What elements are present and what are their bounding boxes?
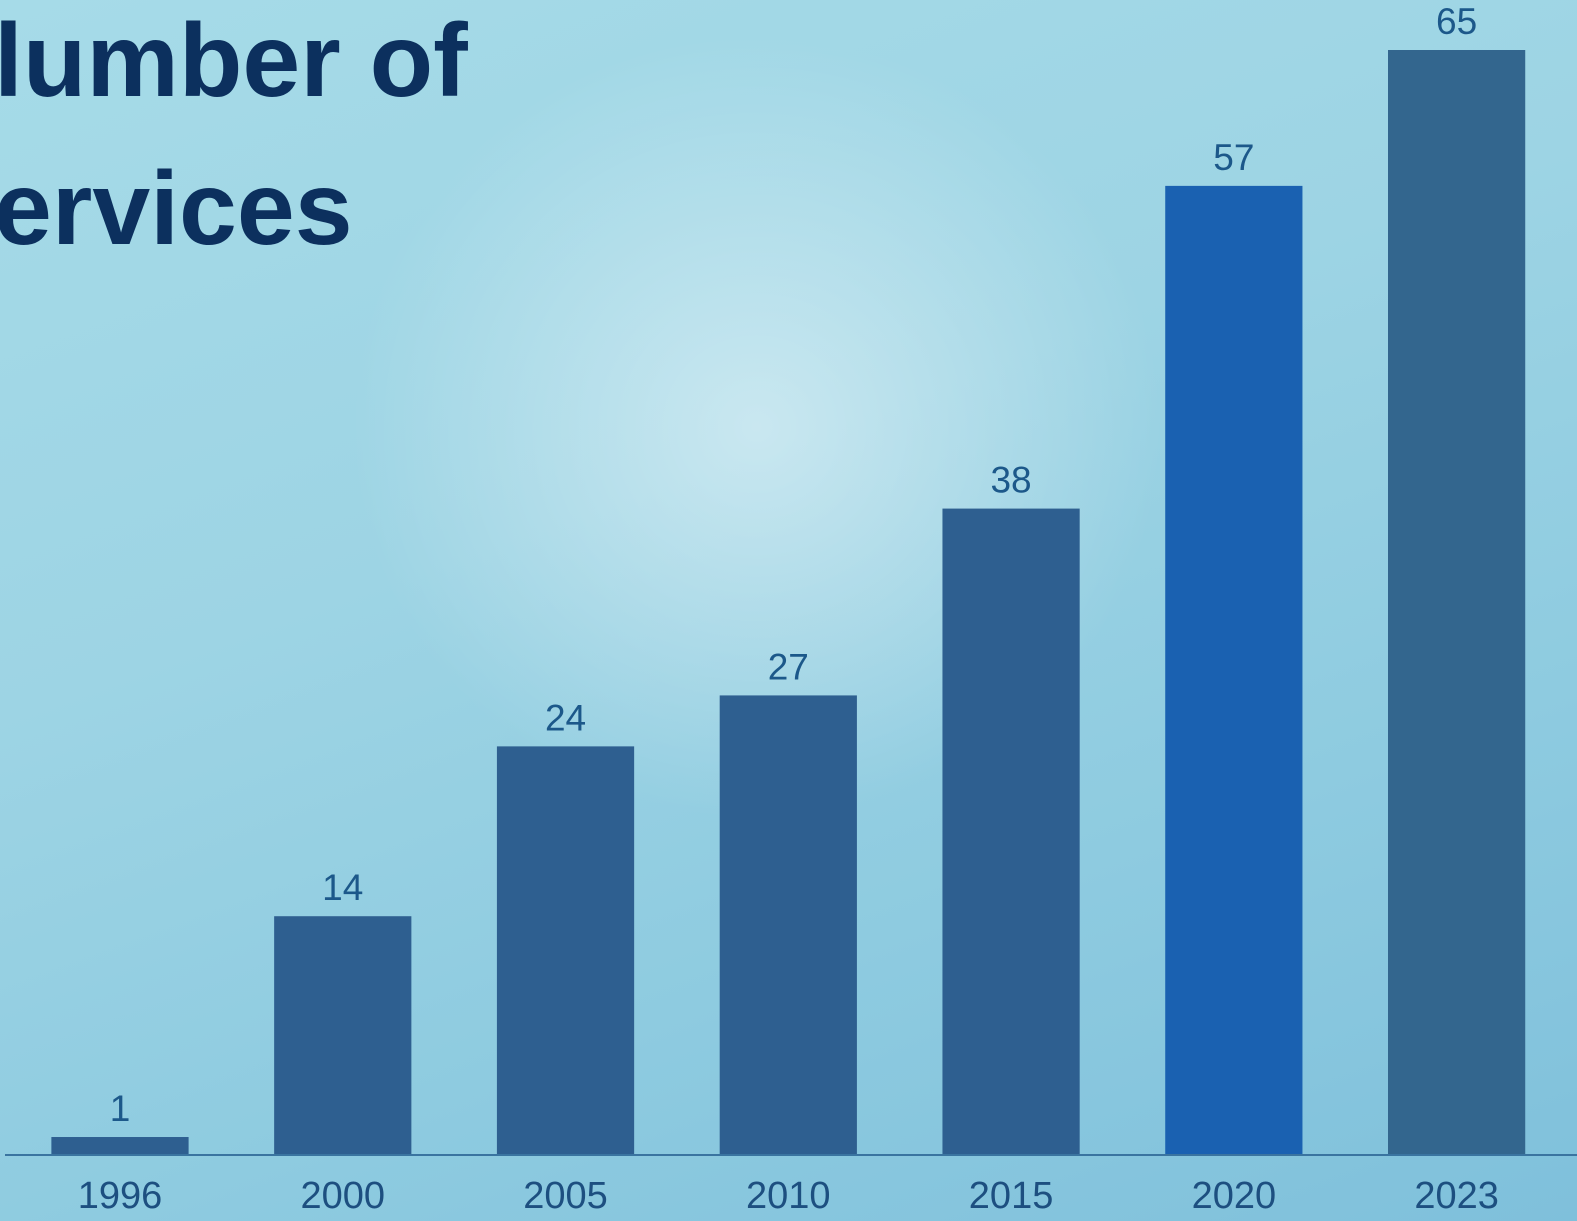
x-tick-label: 2020 — [1192, 1175, 1277, 1217]
x-tick-label: 2023 — [1414, 1175, 1499, 1217]
chart-title: lumber of — [0, 3, 468, 119]
bar — [719, 695, 857, 1154]
x-tick-label: 2000 — [300, 1175, 385, 1217]
value-label: 1 — [110, 1088, 131, 1129]
value-label: 57 — [1213, 137, 1254, 178]
x-tick-label: 1996 — [78, 1175, 163, 1217]
value-label: 65 — [1436, 1, 1477, 42]
bar — [274, 916, 412, 1154]
chart-title: ervices — [0, 151, 353, 267]
x-tick-label: 2005 — [523, 1175, 608, 1217]
value-label: 38 — [990, 460, 1031, 501]
bar — [1388, 50, 1526, 1154]
value-label: 14 — [322, 867, 363, 908]
bar — [51, 1137, 189, 1154]
x-tick-label: 2010 — [746, 1175, 831, 1217]
bar — [942, 508, 1080, 1155]
x-tick-label: 2015 — [969, 1175, 1054, 1217]
value-label: 27 — [768, 646, 809, 687]
bar — [496, 746, 635, 1154]
value-label: 24 — [545, 697, 586, 738]
bar — [1165, 185, 1303, 1154]
